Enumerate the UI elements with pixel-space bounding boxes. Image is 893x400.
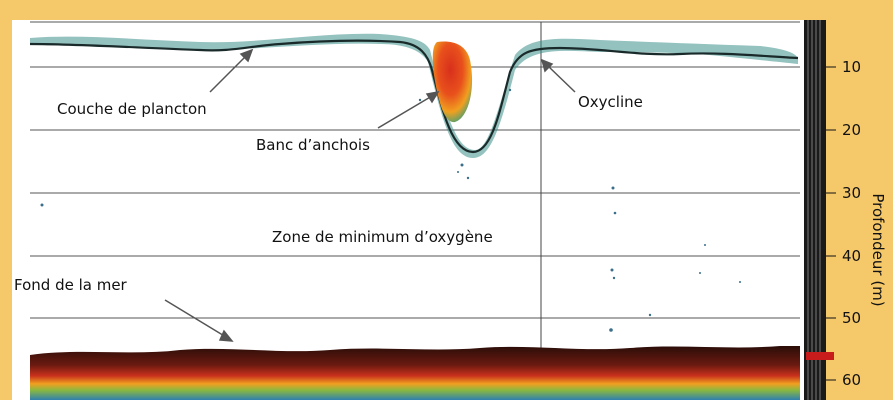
depth-tick-label: 20 bbox=[842, 121, 862, 139]
plankton-layer-label: Couche de plancton bbox=[57, 100, 207, 118]
seabed-label: Fond de la mer bbox=[14, 276, 127, 294]
depth-tick-label: 60 bbox=[842, 371, 862, 389]
seabed-echo bbox=[30, 346, 800, 400]
plankton-layer-echo bbox=[30, 33, 798, 158]
echo-specks bbox=[40, 88, 741, 332]
oxycline-label: Oxycline bbox=[578, 93, 643, 111]
depth-scale-stripes bbox=[807, 20, 821, 400]
depth-tick-label: 50 bbox=[842, 309, 862, 327]
depth-axis-title: Profondeur (m) bbox=[869, 193, 887, 307]
annotation-arrows bbox=[164, 48, 576, 342]
depth-tick-label: 30 bbox=[842, 184, 862, 202]
depth-tick-label: 40 bbox=[842, 247, 862, 265]
anchovy-school-label: Banc d’anchois bbox=[256, 136, 370, 154]
depth-scale-strip bbox=[804, 20, 826, 400]
oxycline-trace bbox=[29, 39, 799, 154]
oxygen-minimum-zone-label: Zone de minimum d’oxygène bbox=[272, 228, 493, 246]
seabed-marker-on-scale bbox=[806, 352, 834, 360]
depth-tick-label: 10 bbox=[842, 58, 862, 76]
anchovy-school-echo bbox=[432, 41, 473, 123]
depth-scale-ticks bbox=[826, 66, 836, 381]
water-column bbox=[12, 20, 804, 400]
